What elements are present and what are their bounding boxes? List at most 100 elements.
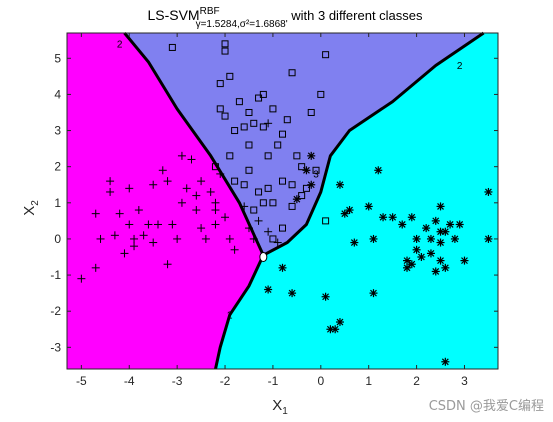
star-marker xyxy=(364,202,373,211)
square-marker xyxy=(322,51,330,59)
star-marker xyxy=(422,224,431,233)
square-marker xyxy=(216,105,224,113)
boundary-label: 2 xyxy=(227,310,233,321)
star-marker xyxy=(446,220,455,229)
boundary-labels: 2 2 2 3 xyxy=(117,39,463,321)
star-marker xyxy=(307,180,316,189)
star-marker xyxy=(374,166,383,175)
plus-marker xyxy=(264,119,273,128)
y-tick-label: 3 xyxy=(54,124,61,138)
plus-marker xyxy=(177,198,186,207)
square-marker xyxy=(312,166,320,174)
star-marker xyxy=(288,289,297,298)
square-marker xyxy=(288,181,296,189)
square-marker xyxy=(279,177,286,185)
x-tick-label: -3 xyxy=(172,374,183,388)
plus-marker xyxy=(153,220,162,229)
x-tick-label: -4 xyxy=(124,374,135,388)
watermark: CSDN @我爱C编程 xyxy=(429,399,544,414)
chart-title-superscript: RBF xyxy=(200,6,220,17)
plus-marker xyxy=(192,206,201,215)
decision-boundary-right xyxy=(262,31,485,257)
plus-marker xyxy=(273,238,282,247)
square-marker xyxy=(226,152,234,160)
x-axis-label-sub: 1 xyxy=(282,406,288,417)
x-axis-title: X1 xyxy=(272,397,288,417)
plus-marker xyxy=(211,206,220,215)
star-marker xyxy=(426,234,435,243)
square-marker xyxy=(255,188,263,196)
square-marker xyxy=(279,130,286,138)
star-marker xyxy=(441,357,450,366)
plus-marker xyxy=(230,245,239,254)
boundary-label: 3 xyxy=(313,170,319,181)
plus-marker xyxy=(120,249,129,258)
chart-title-main: LS-SVM xyxy=(147,7,199,23)
plus-marker xyxy=(225,234,234,243)
decision-boundary-bottom xyxy=(214,254,265,370)
square-marker xyxy=(211,163,219,171)
class3-region xyxy=(215,33,498,369)
plus-marker xyxy=(139,231,148,240)
y-tick-label: 4 xyxy=(54,87,61,101)
square-marker xyxy=(250,119,258,127)
square-marker xyxy=(293,152,301,160)
square-marker xyxy=(221,40,229,48)
y-tick-label: 5 xyxy=(54,51,61,65)
star-marker xyxy=(302,166,311,175)
chart-title-subscript: γ=1.5284,σ²=1.6868' xyxy=(196,19,288,30)
chart-title-suffix: with 3 different classes xyxy=(288,8,423,23)
star-marker xyxy=(407,213,416,222)
plus-marker xyxy=(125,220,134,229)
x-tick-label: -1 xyxy=(268,374,279,388)
square-marker xyxy=(255,94,263,102)
plus-marker xyxy=(130,242,139,251)
boundary-label: 2 xyxy=(117,39,123,50)
x-tick-label: 3 xyxy=(461,374,468,388)
square-marker xyxy=(279,224,286,232)
plus-marker xyxy=(254,216,263,225)
plot-area: 2 2 2 3 xyxy=(67,31,498,370)
square-marker xyxy=(264,152,272,160)
star-marker xyxy=(278,263,287,272)
star-marker xyxy=(417,253,426,261)
square-marker xyxy=(168,43,176,51)
star-marker xyxy=(441,263,450,272)
square-marker xyxy=(264,184,272,192)
plus-marker xyxy=(91,263,100,272)
plus-marker xyxy=(216,169,225,178)
data-markers xyxy=(77,40,493,366)
square-marker xyxy=(240,123,248,131)
star-marker xyxy=(369,289,378,298)
star-marker xyxy=(403,263,412,272)
class1-region xyxy=(67,33,264,369)
plus-marker xyxy=(77,274,86,283)
plus-marker xyxy=(249,234,258,243)
square-marker xyxy=(288,202,296,210)
y-tick-label: -2 xyxy=(50,304,61,318)
square-marker xyxy=(245,108,253,116)
plus-marker xyxy=(211,220,220,229)
star-marker xyxy=(350,238,359,247)
star-marker xyxy=(484,187,493,196)
plus-marker xyxy=(221,213,230,222)
square-marker xyxy=(283,116,291,124)
star-marker xyxy=(431,216,440,225)
plus-marker xyxy=(149,180,158,189)
plus-marker xyxy=(240,202,249,211)
star-marker xyxy=(345,206,354,215)
square-marker xyxy=(226,72,234,80)
star-marker xyxy=(431,267,440,276)
class2-region xyxy=(124,33,484,256)
plus-marker xyxy=(110,231,119,240)
plus-marker xyxy=(206,187,215,196)
x-tick-label: 0 xyxy=(317,374,324,388)
square-marker xyxy=(259,123,267,131)
plus-marker xyxy=(211,198,220,207)
y-tick-label: -1 xyxy=(50,268,61,282)
square-marker xyxy=(231,177,239,185)
star-marker xyxy=(407,260,416,269)
square-marker xyxy=(298,163,306,171)
square-marker xyxy=(231,127,239,135)
